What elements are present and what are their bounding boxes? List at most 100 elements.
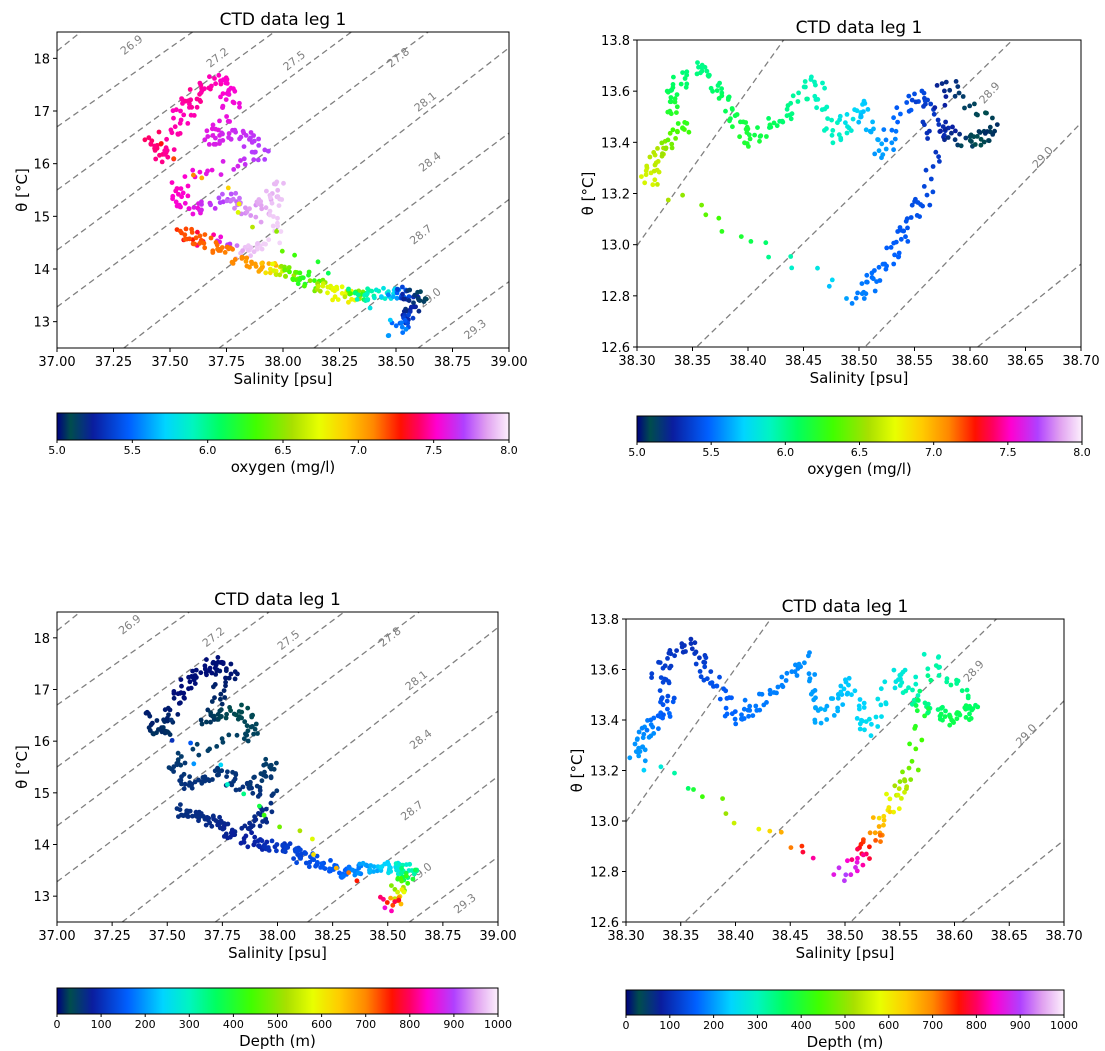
scatter-point [193,235,199,241]
scatter-point [805,96,810,102]
scatter-point [165,715,170,721]
scatter-point [745,126,751,132]
scatter-point [855,846,860,852]
scatter-point [669,141,675,147]
scatter-point [943,708,948,714]
scatter-point [872,151,878,157]
scatter-point [256,811,261,816]
scatter-point [219,245,225,250]
scatter-point [226,92,232,97]
scatter-point [242,162,248,167]
colorbar-tick-label: 200 [135,1018,156,1031]
y-tick-label: 13.2 [590,765,619,780]
scatter-point [398,901,404,907]
scatter-point [854,859,860,865]
isopycnal-labels: 26.9 27.2 27.5 27.828.128.428.729.029.3 [118,32,489,342]
colorbar-tick-label: 700 [355,1018,376,1031]
scatter-point [729,711,735,717]
scatter-point [667,648,673,653]
scatter-point [373,287,379,293]
scatter-point [672,96,678,102]
scatter-point [912,726,918,731]
scatter-point [922,95,927,101]
scatter-point [233,771,239,776]
scatter-point [831,872,837,877]
scatter-point [277,272,283,278]
scatter-point [673,136,678,141]
scatter-point [273,272,279,278]
x-tick-label: 37.25 [94,929,131,944]
scatter-point [236,709,242,714]
scatter-point [251,138,257,144]
scatter-point [766,116,771,121]
scatter-point [829,132,835,138]
scatter-point [201,240,207,246]
scatter-point [399,324,405,330]
scatter-point [897,225,903,230]
scatter-point [395,287,400,292]
scatter-point [825,116,830,121]
scatter-point [189,674,195,679]
scatter-point [387,317,393,323]
scatter-point [250,224,255,230]
scatter-point [910,687,915,693]
scatter-point [719,229,725,234]
scatter-point [255,731,260,736]
scatter-point [757,134,763,139]
scatter-point [651,168,657,174]
scatter-point [307,278,313,284]
scatter-points [627,636,981,884]
scatter-point [887,809,893,815]
scatter-point [327,866,332,872]
scatter-point [807,678,812,684]
scatter-point [231,100,237,106]
scatter-point [267,208,273,214]
scatter-point [876,824,882,829]
x-tick-label: 38.30 [618,354,655,369]
scatter-point [641,767,647,773]
scatter-point [394,295,400,301]
scatter-point [143,710,149,716]
scatter-point [853,295,859,301]
scatter-point [302,283,307,289]
chart-title: CTD data leg 1 [220,10,347,30]
scatter-point [860,852,866,858]
scatter-point [875,724,881,729]
scatter-point [175,712,181,717]
scatter-point [955,84,961,89]
scatter-point [651,150,657,155]
scatter-point [698,70,703,76]
scatter-point [703,655,709,661]
scatter-point [212,695,217,701]
scatter-point [245,705,251,711]
scatter-point [891,147,896,153]
scatter-point [251,157,257,163]
scatter-point [733,721,739,727]
scatter-point [887,796,893,802]
scatter-point [269,793,275,798]
scatter-point [259,206,265,212]
scatter-point [789,669,795,675]
scatter-point [771,120,777,126]
scatter-point [900,769,905,775]
scatter-point [198,811,204,816]
scatter-point [695,60,700,65]
scatter-point [747,703,753,709]
scatter-point [204,657,209,662]
scatter-point [921,184,927,189]
isopycnal-line [417,281,509,348]
scatter-point [655,146,660,151]
scatter-point [972,142,978,147]
scatter-point [268,774,274,780]
scatter-point [266,237,272,243]
scatter-point [390,902,396,908]
scatter-point [168,717,174,723]
scatter-point [332,288,337,294]
colorbar-tick-label: 600 [311,1018,332,1031]
colorbar-tick-label: 800 [966,1019,987,1032]
scatter-point [921,651,927,657]
isopycnal-line [214,710,498,922]
scatter-point [850,116,856,122]
scatter-point [808,691,814,697]
x-axis-label: Salinity [psu] [228,944,327,962]
